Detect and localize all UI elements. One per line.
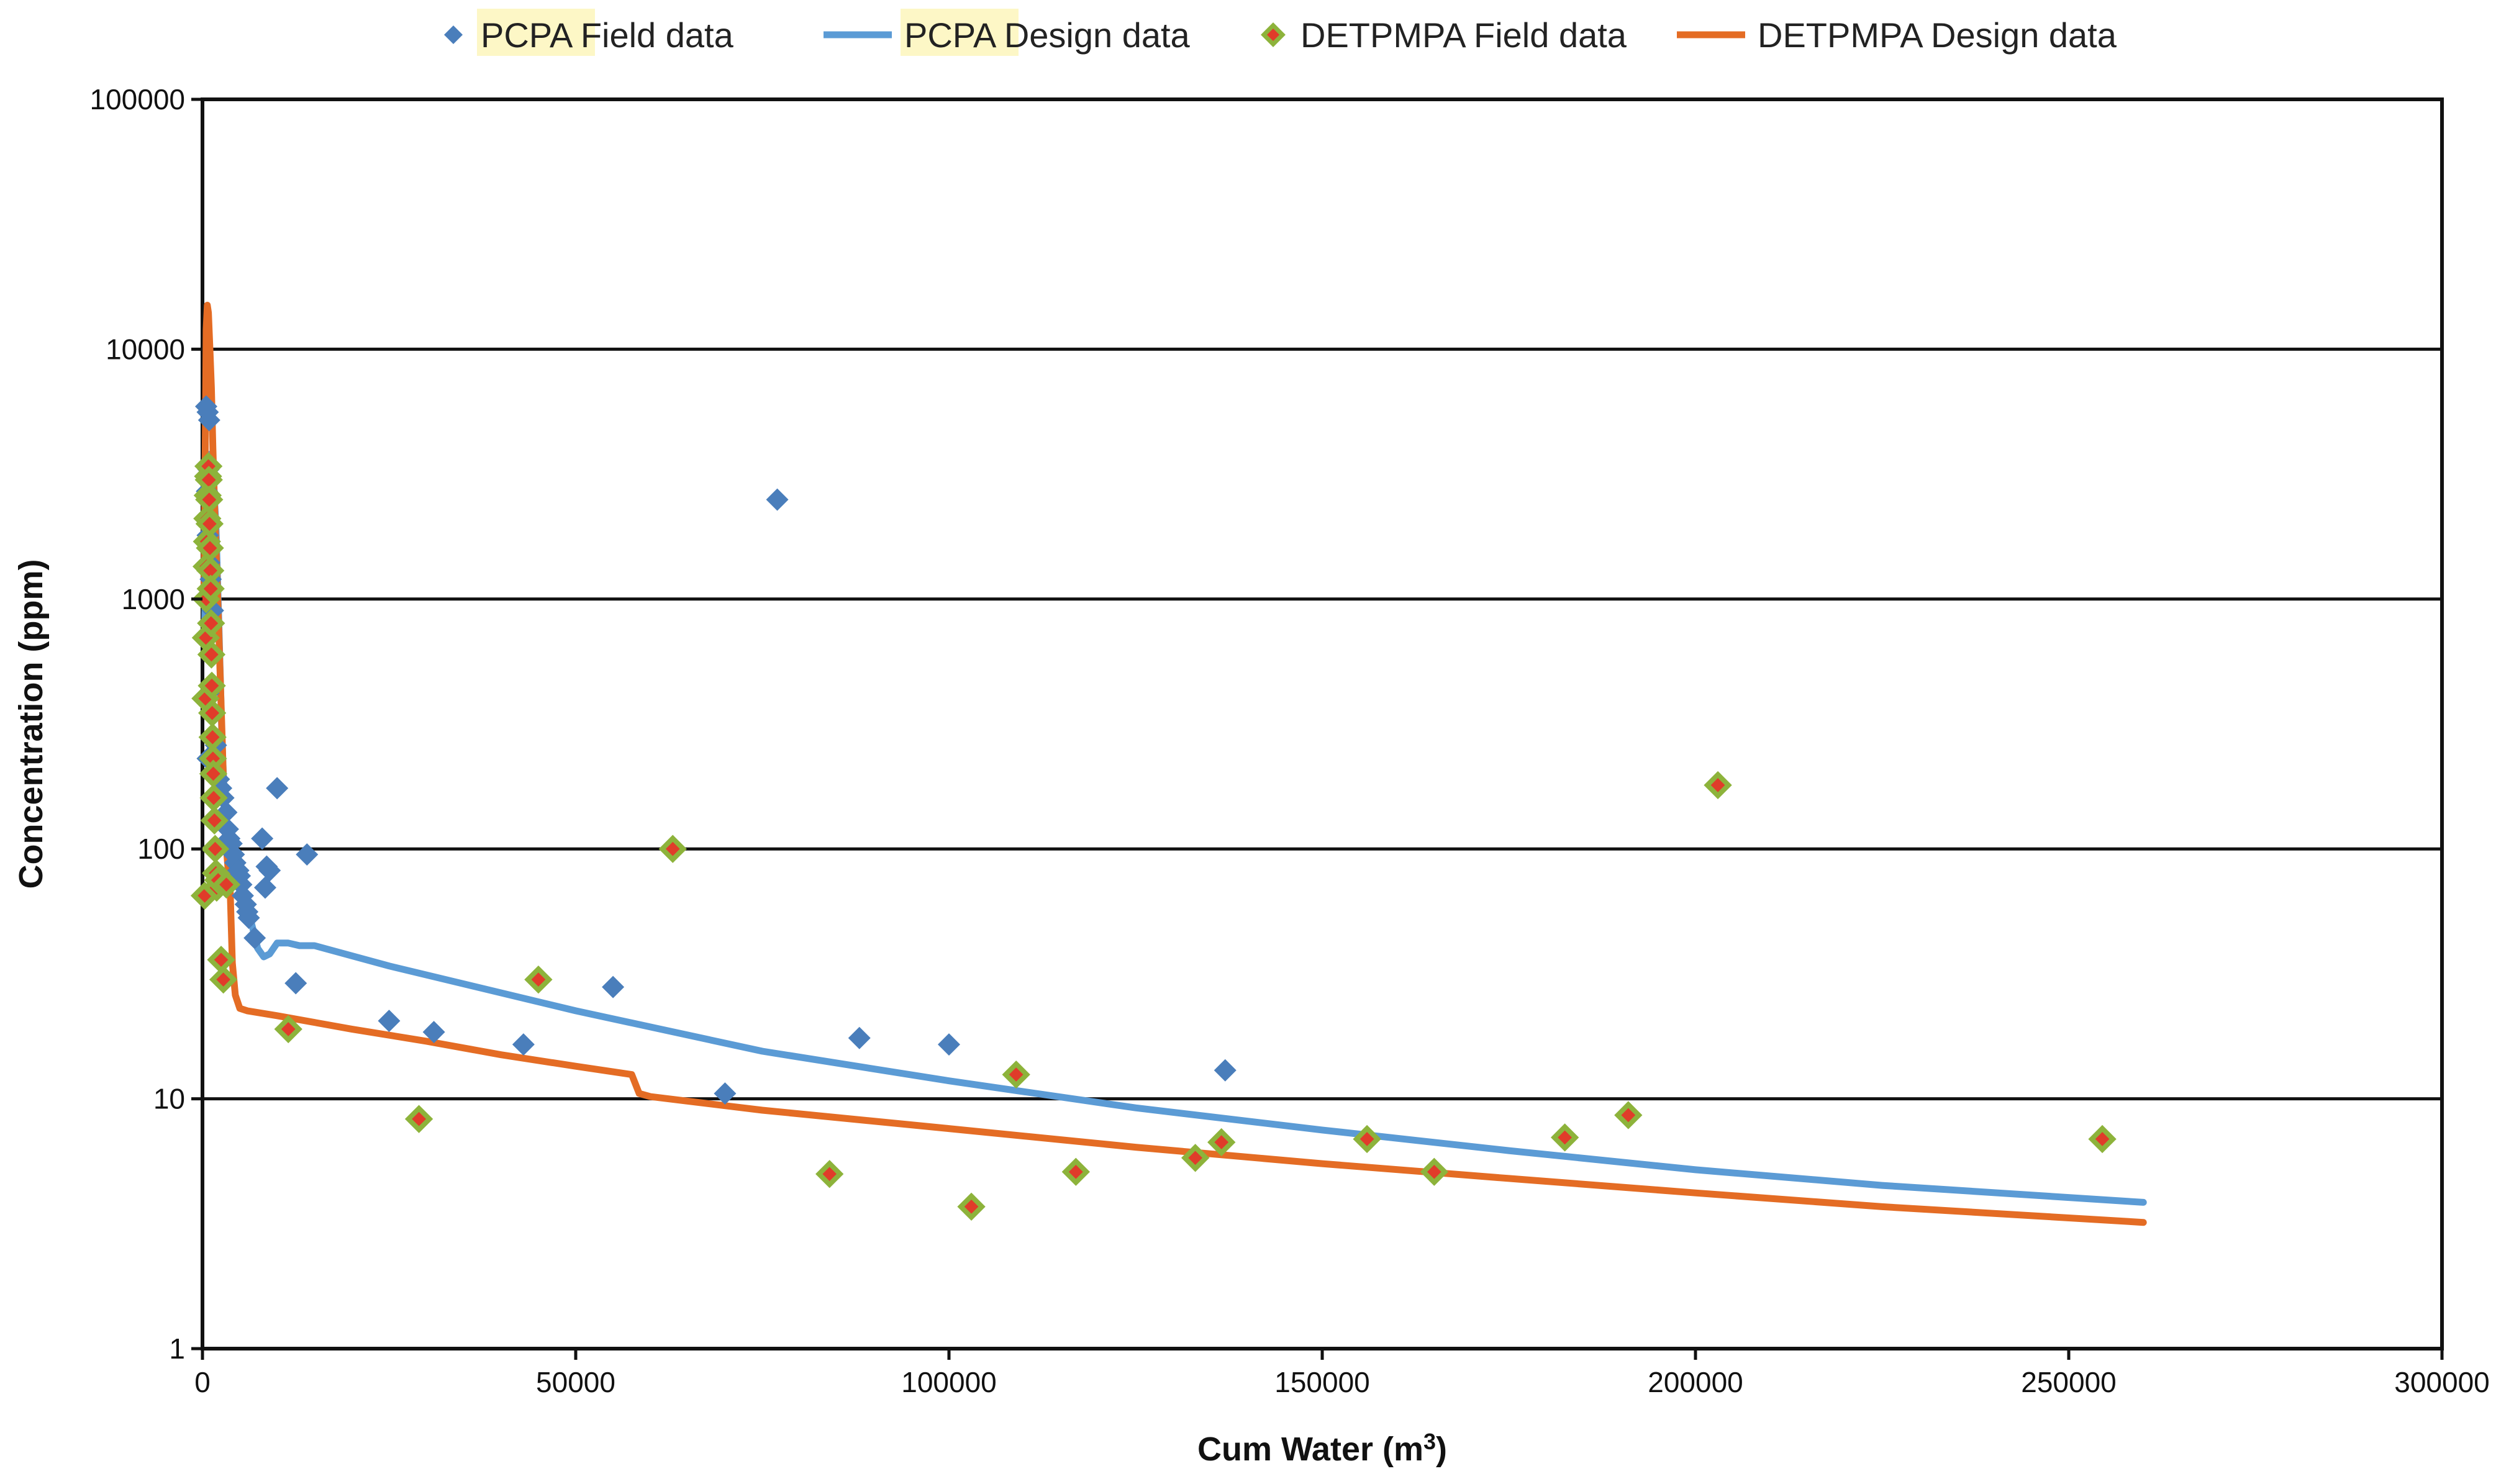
detpmpa-field-point [197,609,225,638]
x-tick-label: 50000 [536,1366,615,1398]
axes: 1 10 100 1000 10000 100000 0 50000 100000 150000 2… [90,83,2490,1398]
pcpa-field-point [422,1021,445,1044]
legend-label-prefix: DETPMPA [1300,16,1474,55]
legend-label-prefix: DETPMPA [1758,16,1931,55]
detpmpa-field-point [207,946,235,974]
legend-label: DETPMPA Design data [1758,16,2117,55]
pcpa-field-point [938,1033,960,1056]
detpmpa-field-point [404,1105,433,1133]
detpmpa-field-point [2088,1124,2117,1154]
pcpa-field-point [296,843,319,866]
y-axis-title: Concentration (ppm) [12,559,50,889]
detpmpa-field-point [1420,1157,1448,1186]
legend-label: DETPMPA Field data [1300,16,1627,55]
detpmpa-field-point [524,965,553,994]
legend-highlight [901,9,1019,56]
pcpa-field-point [714,1082,737,1105]
x-axis-title-main: Cum Water (m [1197,1431,1423,1468]
detpmpa-field-point [197,671,226,700]
legend-highlight [477,9,595,56]
x-tick-label: 300000 [2394,1366,2490,1398]
pcpa-field-point [848,1026,871,1049]
detpmpa-field-point [1614,1101,1643,1129]
legend-label-text: Design data [1931,16,2117,55]
y-tick-label: 1000 [122,583,185,615]
y-tick-label: 100 [137,833,185,865]
legend: PCPA Field data PCPA Design data DETPMPA F… [444,9,2117,56]
legend-label-text: Field data [581,16,734,55]
x-tick-label: 250000 [2021,1366,2117,1398]
detpmpa-field-point [212,870,241,899]
legend-label: PCPA Field data [481,16,734,55]
y-tick-label: 10000 [106,333,185,365]
y-tick-label: 1 [169,1332,185,1365]
series-layer [190,302,2147,1226]
x-axis-title: Cum Water (m3) [1197,1429,1447,1468]
pcpa-field-point [284,972,307,995]
pcpa-field-point [251,827,274,850]
pcpa-field-point [1214,1059,1237,1082]
detpmpa-field-point [1207,1128,1236,1157]
x-tick-label: 200000 [1648,1366,1743,1398]
legend-label-prefix: PCPA [481,16,581,55]
detpmpa-field-point [1353,1124,1381,1154]
y-tick-label: 10 [153,1083,185,1115]
detpmpa-field-point [957,1192,986,1221]
pcpa-field-point [258,859,281,882]
x-axis-title-close: ) [1436,1431,1447,1468]
detpmpa-field-point [1181,1144,1210,1172]
legend-label-text: Field data [1474,16,1627,55]
x-tick-label: 0 [194,1366,211,1398]
detpmpa-field-point [209,965,238,994]
pcpa-field-point [266,777,289,800]
pcpa-field-point [602,975,625,998]
detpmpa-field-point [1002,1060,1030,1089]
detpmpa-field-point [200,806,229,835]
detpmpa-design-line [200,302,2147,1226]
detpmpa-field-point [196,574,225,603]
detpmpa-field-point [201,835,230,863]
detpmpa-field-point [815,1160,844,1188]
legend-marker [1261,22,1286,47]
pcpa-field-point [243,926,266,949]
x-axis-title-superscript: 3 [1423,1429,1436,1454]
legend-label: PCPA Design data [904,16,1191,55]
pcpa-field-point [378,1010,401,1033]
legend-marker [444,25,463,44]
pcpa-field-point [237,907,260,930]
x-tick-label: 100000 [901,1366,997,1398]
pcpa-design-line [201,451,2147,1206]
detpmpa-field-point [1550,1123,1579,1152]
legend-label-text: Design data [1004,16,1191,55]
pcpa-field-point [766,488,789,511]
detpmpa-field-point [658,835,687,863]
legend-label-prefix: PCPA [904,16,1004,55]
pcpa-field-point [253,876,276,899]
detpmpa-field-point [197,640,226,669]
pcpa-field-point [512,1033,535,1056]
gridlines [202,347,2442,1101]
y-tick-label: 100000 [90,83,186,115]
pcpa-field-point [197,409,220,432]
detpmpa-field-point [1704,771,1732,800]
x-tick-label: 150000 [1274,1366,1370,1398]
detpmpa-field-point [274,1015,302,1044]
detpmpa-field-point [1061,1157,1090,1186]
